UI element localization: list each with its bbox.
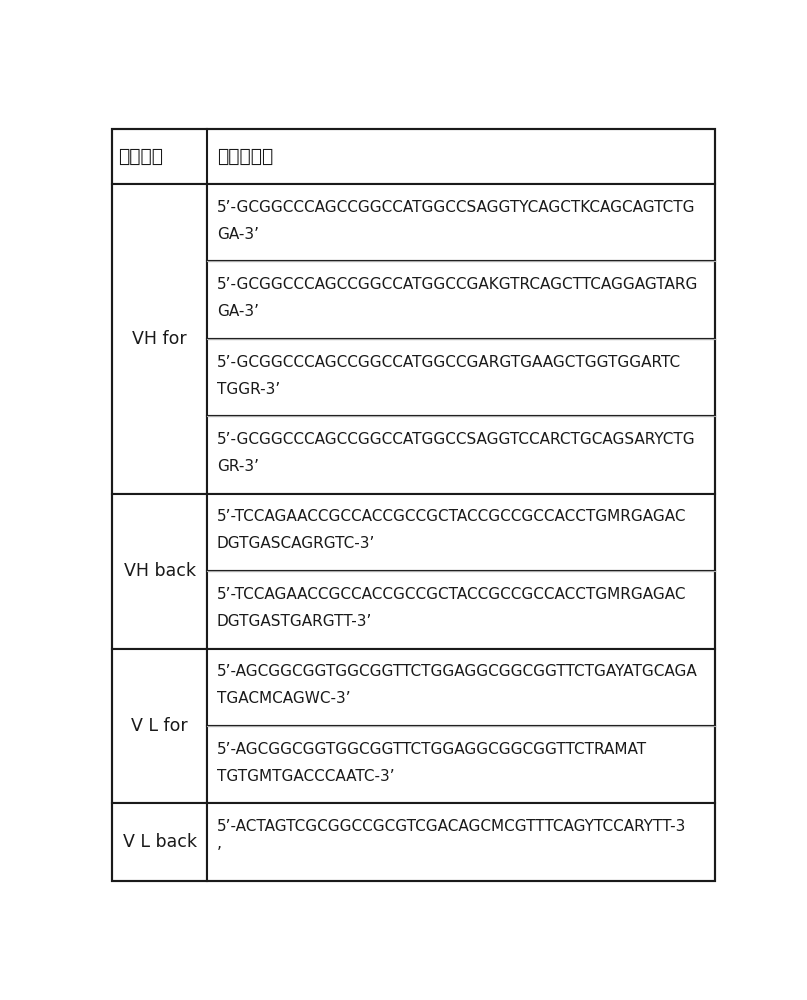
Text: V L for: V L for [132, 717, 188, 735]
Text: 5’-GCGGCCCAGCCGGCCATGGCCSAGGTCCARCTGCAGSARYCTG: 5’-GCGGCCCAGCCGGCCATGGCCSAGGTCCARCTGCAGS… [217, 432, 696, 447]
Bar [207, 184, 715, 261]
Bar [112, 129, 715, 184]
Bar [207, 261, 715, 339]
Text: 5’-GCGGCCCAGCCGGCCATGGCCGAKGTRCAGCTTCAGGAGTARG: 5’-GCGGCCCAGCCGGCCATGGCCGAKGTRCAGCTTCAGG… [217, 277, 698, 292]
Text: TGGR-3’: TGGR-3’ [217, 382, 280, 397]
Text: 核苷酸序列: 核苷酸序列 [217, 147, 273, 166]
Text: 5’-AGCGGCGGTGGCGGTTCTGGAGGCGGCGGTTCTRAMAT: 5’-AGCGGCGGTGGCGGTTCTGGAGGCGGCGGTTCTRAMA… [217, 742, 647, 757]
Text: VH for: VH for [132, 330, 187, 348]
Bar [207, 649, 715, 726]
Text: TGACMCAGWC-3’: TGACMCAGWC-3’ [217, 691, 350, 706]
Bar [207, 416, 715, 494]
Text: DGTGASCAGRGTC-3’: DGTGASCAGRGTC-3’ [217, 536, 375, 551]
Text: GR-3’: GR-3’ [217, 459, 259, 474]
Bar [112, 649, 207, 803]
Text: 5’-GCGGCCCAGCCGGCCATGGCCGARGTGAAGCTGGTGGARTC: 5’-GCGGCCCAGCCGGCCATGGCCGARGTGAAGCTGGTGG… [217, 355, 681, 370]
Text: 5’-GCGGCCCAGCCGGCCATGGCCSAGGTYCAGCTKCAGCAGTCTG: 5’-GCGGCCCAGCCGGCCATGGCCSAGGTYCAGCTKCAGC… [217, 200, 696, 215]
Text: ’: ’ [217, 846, 222, 861]
Bar [207, 494, 715, 571]
Bar [207, 726, 715, 803]
Text: 5’-TCCAGAACCGCCACCGCCGCTACCGCCGCCACCTGMRGAGAC: 5’-TCCAGAACCGCCACCGCCGCTACCGCCGCCACCTGMR… [217, 587, 686, 602]
Text: V L back: V L back [123, 833, 197, 851]
Text: 5’-TCCAGAACCGCCACCGCCGCTACCGCCGCCACCTGMRGAGAC: 5’-TCCAGAACCGCCACCGCCGCTACCGCCGCCACCTGMR… [217, 509, 686, 524]
Bar [207, 571, 715, 649]
Bar [207, 339, 715, 416]
Text: 5’-AGCGGCGGTGGCGGTTCTGGAGGCGGCGGTTCTGAYATGCAGA: 5’-AGCGGCGGTGGCGGTTCTGGAGGCGGCGGTTCTGAYA… [217, 664, 697, 679]
Bar [112, 494, 207, 649]
Text: DGTGASTGARGTT-3’: DGTGASTGARGTT-3’ [217, 614, 372, 629]
Text: 引物名称: 引物名称 [119, 147, 163, 166]
Text: TGTGMTGACCCAATC-3’: TGTGMTGACCCAATC-3’ [217, 769, 395, 784]
Text: VH back: VH back [123, 562, 196, 580]
Bar [207, 803, 715, 881]
Bar [112, 803, 207, 881]
Text: GA-3’: GA-3’ [217, 227, 259, 242]
Text: 5’-ACTAGTCGCGGCCGCGTCGACAGCMCGTTTCAGYTCCARYTT-3: 5’-ACTAGTCGCGGCCGCGTCGACAGCMCGTTTCAGYTCC… [217, 819, 686, 834]
Text: GA-3’: GA-3’ [217, 304, 259, 319]
Bar [112, 184, 207, 494]
